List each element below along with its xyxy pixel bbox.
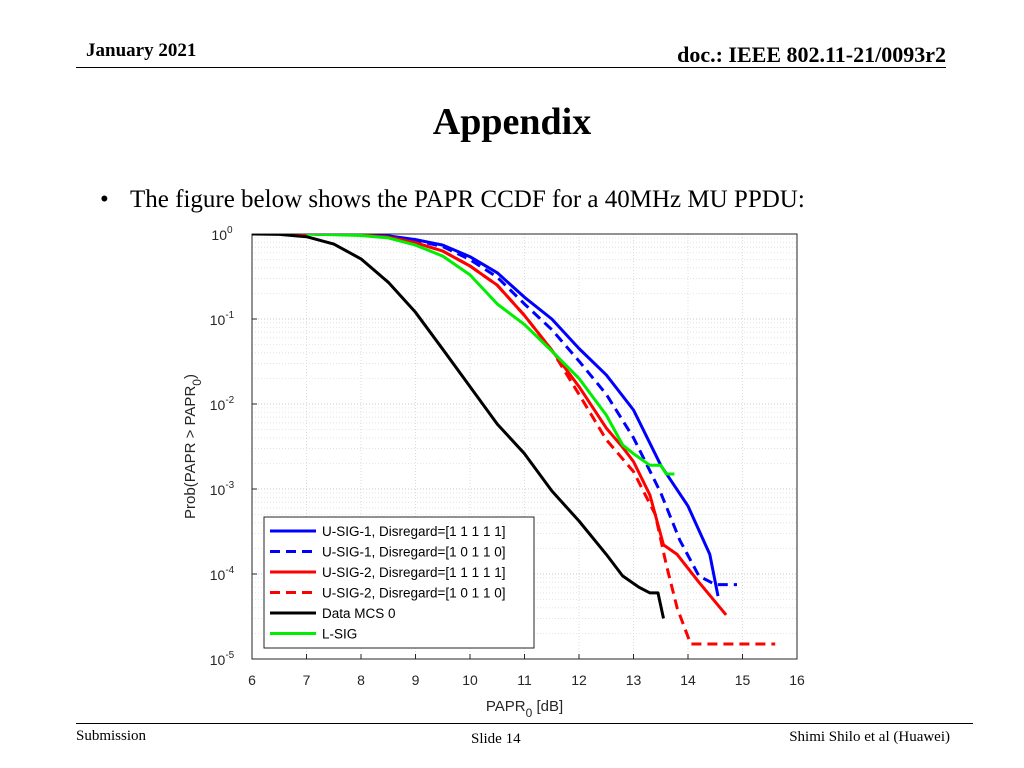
legend-label-5: Data MCS 0 <box>322 606 396 621</box>
x-tick-label: 13 <box>626 672 642 688</box>
x-axis-label: PAPR0 [dB] <box>486 698 563 720</box>
x-tick-label: 14 <box>680 672 696 688</box>
x-tick-label: 15 <box>735 672 751 688</box>
header-rule <box>76 67 946 68</box>
series-line-2 <box>252 234 737 587</box>
y-tick-label: 10-1 <box>210 310 235 328</box>
series-group <box>252 234 776 646</box>
series-line-4 <box>252 234 776 646</box>
y-axis-label: Prob(PAPR > PAPR0) <box>182 374 204 519</box>
y-tick-label: 10-5 <box>210 650 235 668</box>
legend-label-6: L-SIG <box>322 627 357 642</box>
x-tick-label: 8 <box>357 672 365 688</box>
legend-label-4: U-SIG-2, Disregard=[1 0 1 1 0] <box>322 586 505 601</box>
papr-ccdf-chart: 6 7 8 9 10 11 12 13 14 15 16 100 10-1 10-2 10-3 10-4 10-… <box>182 225 805 720</box>
legend-box <box>263 516 535 649</box>
x-tick-label: 16 <box>789 672 805 688</box>
x-tick-label: 11 <box>517 672 532 688</box>
legend-label-2: U-SIG-1, Disregard=[1 0 1 1 0] <box>322 545 505 560</box>
bullet-dot-icon: • <box>100 186 109 213</box>
footer-authors: Shimi Shilo et al (Huawei) <box>789 729 950 745</box>
footer-slide-number: Slide 14 <box>471 731 521 747</box>
footer-rule <box>76 723 973 724</box>
footer-submission: Submission <box>76 728 147 744</box>
y-tick-label: 10-3 <box>210 480 235 498</box>
x-tick-label: 6 <box>248 672 256 688</box>
y-tick-label: 10-2 <box>210 395 235 413</box>
series-line-6 <box>306 234 675 476</box>
x-tick-label: 9 <box>412 672 420 688</box>
slide-title: Appendix <box>432 101 592 143</box>
legend-label-3: U-SIG-2, Disregard=[1 1 1 1 1] <box>322 565 505 580</box>
legend-label-1: U-SIG-1, Disregard=[1 1 1 1 1] <box>322 524 505 539</box>
legend: U-SIG-1, Disregard=[1 1 1 1 1] U-SIG-1, D… <box>263 516 535 649</box>
x-tick-label: 10 <box>462 672 478 688</box>
x-tick-label: 12 <box>571 672 587 688</box>
header-doc-number: doc.: IEEE 802.11-21/0093r2 <box>677 42 946 67</box>
y-tick-label: 10-4 <box>210 565 235 583</box>
y-tick-label: 100 <box>211 225 233 243</box>
bullet-text: The figure below shows the PAPR CCDF for… <box>130 186 805 213</box>
header-date: January 2021 <box>86 40 197 61</box>
bullet-item: • The figure below shows the PAPR CCDF fo… <box>100 186 805 214</box>
x-tick-label: 7 <box>303 672 311 688</box>
series-line-5 <box>252 234 665 619</box>
